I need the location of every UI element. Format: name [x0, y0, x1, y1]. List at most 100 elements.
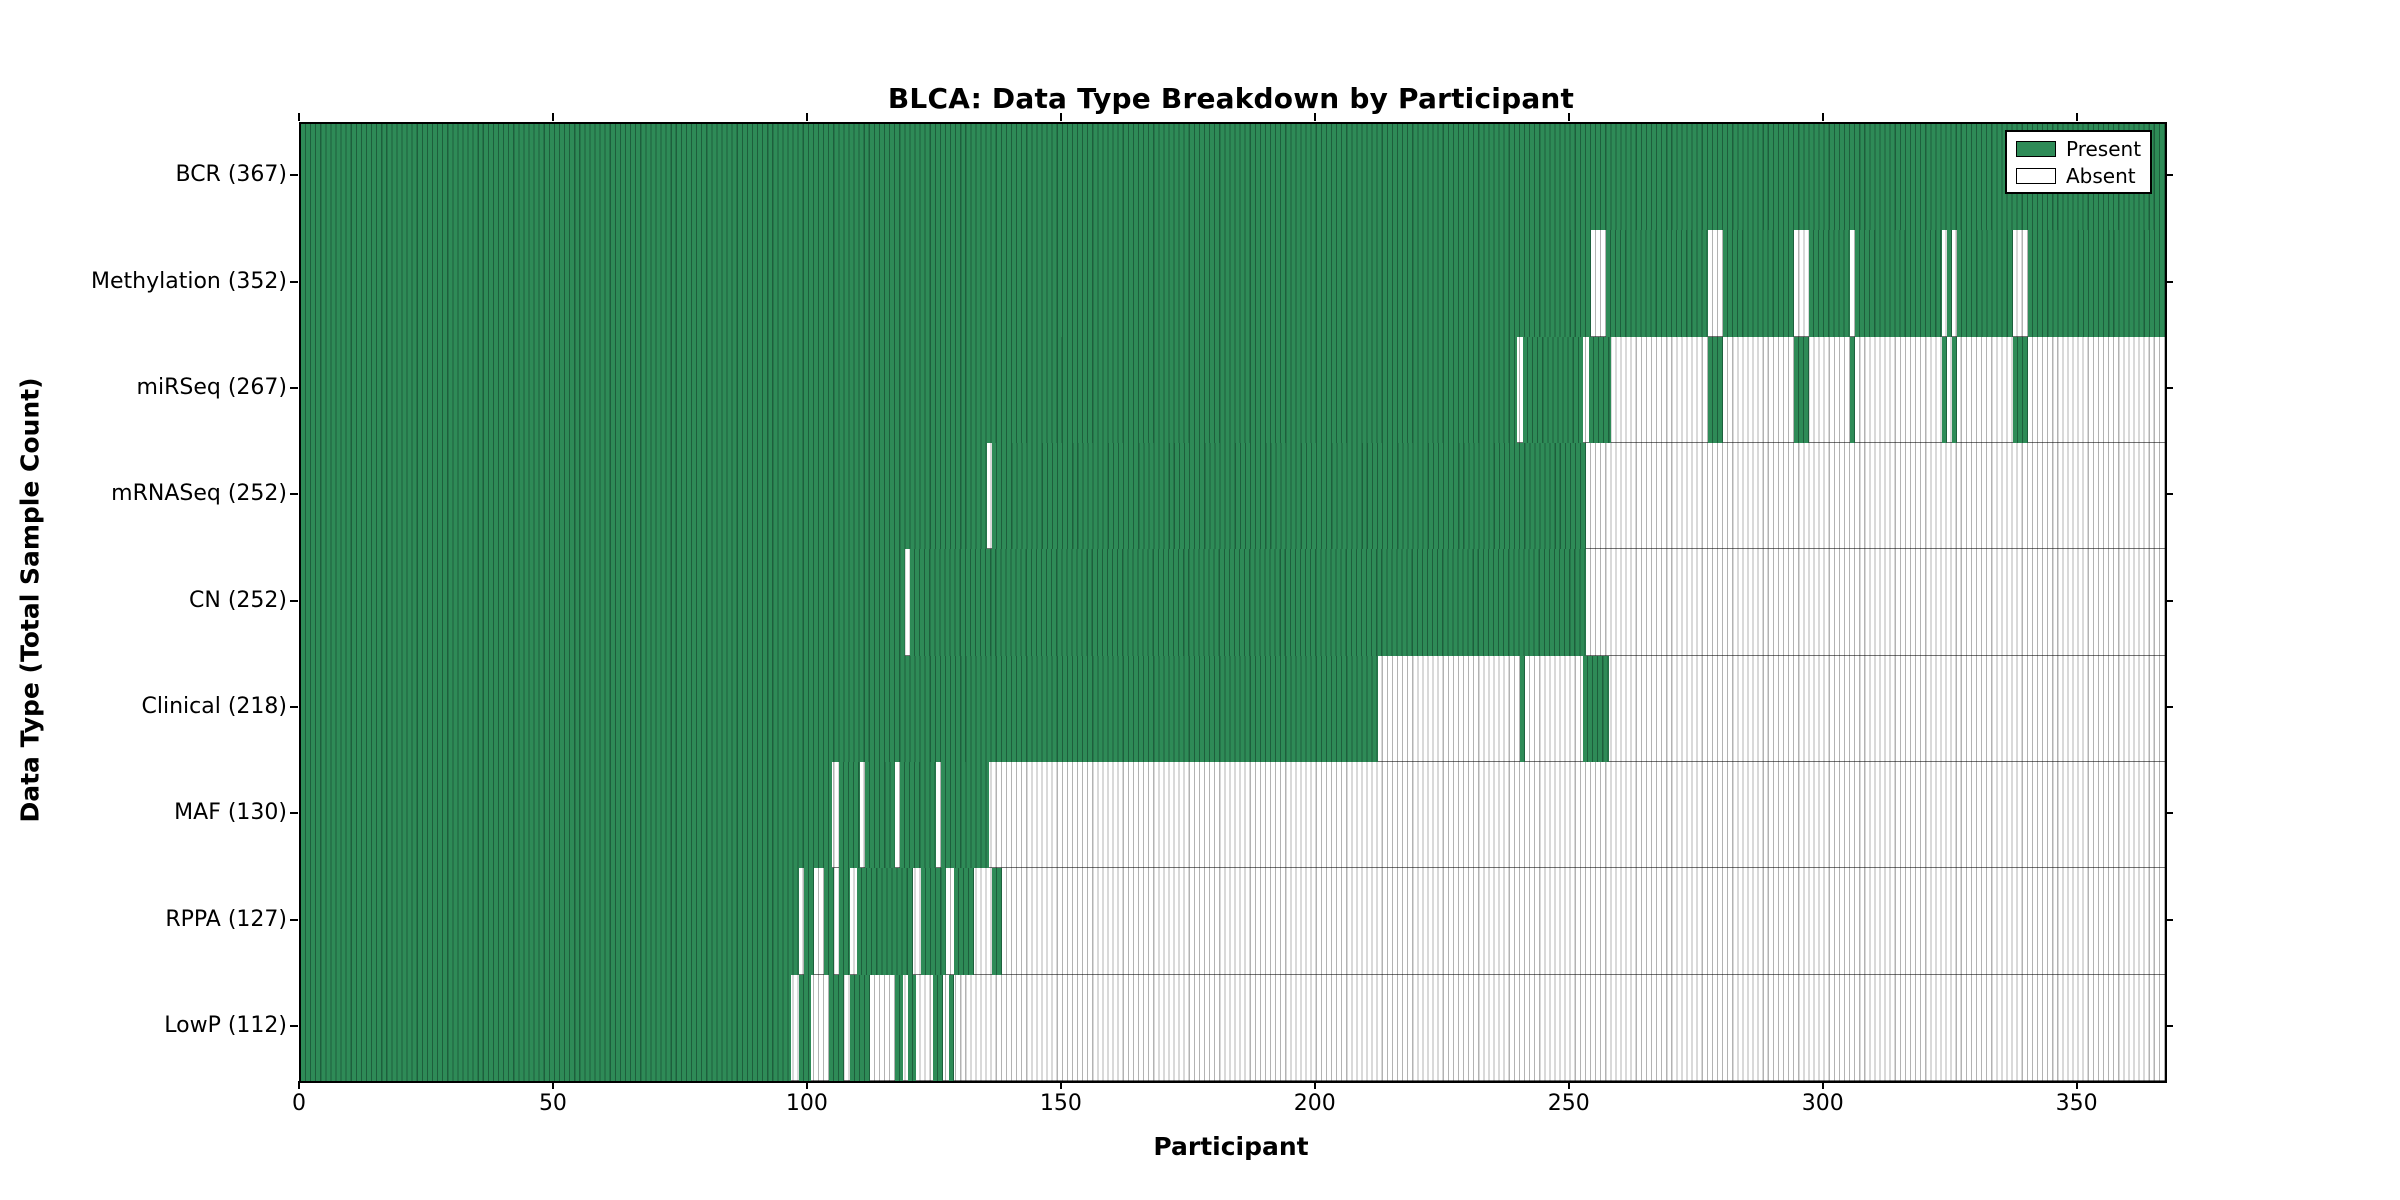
present-segment — [1946, 230, 1952, 337]
y-tick-mark-right — [2165, 812, 2173, 815]
x-axis-title: Participant — [1153, 1132, 1309, 1161]
present-segment — [864, 762, 896, 869]
x-tick-mark-top — [2075, 113, 2078, 121]
x-tick-label-150: 150 — [1039, 1091, 1082, 1116]
x-tick-mark-top — [551, 113, 554, 121]
x-tick-label-50: 50 — [538, 1091, 567, 1116]
present-segment — [2012, 336, 2028, 443]
present-segment — [301, 974, 792, 1081]
present-segment — [991, 443, 1586, 550]
y-tick-mark-right — [2165, 386, 2173, 389]
present-segment — [1522, 336, 1584, 443]
present-segment — [1588, 336, 1612, 443]
y-tick-mark-left — [290, 174, 298, 177]
present-segment — [900, 762, 936, 869]
y-tick-mark-right — [2165, 599, 2173, 602]
present-segment — [301, 762, 832, 869]
present-segment — [301, 336, 1518, 443]
row-Methylation — [301, 230, 2165, 337]
x-tick-mark-top — [1821, 113, 1824, 121]
y-tick-mark-right — [2165, 918, 2173, 921]
present-segment — [1723, 230, 1795, 337]
present-segment — [1606, 230, 1708, 337]
y-tick-mark-left — [290, 918, 298, 921]
x-tick-mark-bottom — [1821, 1081, 1824, 1089]
present-segment — [301, 230, 1592, 337]
y-tick-label-BCR: BCR (367) — [175, 162, 287, 188]
page-title: BLCA: Data Type Breakdown by Participant — [887, 82, 1575, 115]
x-tick-mark-bottom — [1567, 1081, 1570, 1089]
row-MAF — [301, 762, 2165, 869]
present-segment — [907, 974, 916, 1081]
present-segment — [1941, 336, 1947, 443]
y-tick-mark-left — [290, 812, 298, 815]
y-tick-mark-right — [2165, 705, 2173, 708]
present-segment — [910, 549, 1586, 656]
y-tick-mark-left — [290, 493, 298, 496]
row-RPPA — [301, 868, 2165, 975]
x-tick-label-350: 350 — [2055, 1091, 2098, 1116]
present-segment — [857, 868, 913, 975]
present-segment — [301, 549, 906, 656]
present-segment — [991, 868, 1002, 975]
x-tick-label-100: 100 — [785, 1091, 828, 1116]
x-tick-label-0: 0 — [292, 1091, 306, 1116]
present-segment — [895, 974, 903, 1081]
present-segment — [1850, 336, 1856, 443]
y-tick-label-MAF: MAF (130) — [174, 800, 287, 826]
x-tick-mark-bottom — [1059, 1081, 1062, 1089]
x-tick-mark-top — [1567, 113, 1570, 121]
present-segment — [301, 124, 2165, 231]
present-segment — [1855, 230, 1942, 337]
present-segment — [1794, 336, 1810, 443]
present-segment — [1951, 336, 1957, 443]
present-segment — [933, 974, 944, 1081]
present-segment — [798, 974, 812, 1081]
x-tick-mark-bottom — [805, 1081, 808, 1089]
absent-swatch-icon — [2016, 167, 2056, 184]
present-segment — [839, 868, 850, 975]
present-segment — [824, 868, 835, 975]
y-tick-label-CN: CN (252) — [189, 587, 287, 613]
present-segment — [301, 868, 799, 975]
y-tick-label-Clinical: Clinical (218) — [141, 693, 287, 719]
y-tick-mark-left — [290, 386, 298, 389]
y-tick-mark-right — [2165, 280, 2173, 283]
x-tick-mark-bottom — [551, 1081, 554, 1089]
y-tick-mark-right — [2165, 493, 2173, 496]
present-segment — [1956, 230, 2013, 337]
x-tick-label-250: 250 — [1547, 1091, 1590, 1116]
present-segment — [920, 868, 947, 975]
x-tick-label-200: 200 — [1293, 1091, 1336, 1116]
legend-entry-present: Present — [2016, 139, 2150, 159]
x-tick-mark-bottom — [1313, 1081, 1316, 1089]
present-swatch-icon — [2016, 140, 2056, 157]
present-segment — [940, 762, 990, 869]
x-tick-label-300: 300 — [1801, 1091, 1844, 1116]
present-segment — [839, 762, 860, 869]
legend-entry-absent: Absent — [2016, 166, 2150, 186]
legend: Present Absent — [2005, 130, 2152, 194]
row-CN — [301, 549, 2165, 656]
present-segment — [1707, 336, 1724, 443]
x-tick-mark-top — [1313, 113, 1316, 121]
y-tick-label-mRNASeq: mRNASeq (252) — [111, 481, 287, 507]
y-tick-label-RPPA: RPPA (127) — [165, 906, 287, 932]
y-tick-mark-left — [290, 1024, 298, 1027]
row-LowP — [301, 974, 2165, 1081]
present-segment — [1809, 230, 1851, 337]
legend-present-label: Present — [2066, 136, 2142, 161]
present-segment — [301, 443, 987, 550]
x-tick-mark-top — [805, 113, 808, 121]
y-tick-mark-left — [290, 705, 298, 708]
y-tick-mark-right — [2165, 174, 2173, 177]
row-BCR — [301, 124, 2165, 231]
x-tick-mark-top — [298, 113, 300, 121]
y-tick-label-miRSeq: miRSeq (267) — [136, 374, 287, 400]
legend-absent-label: Absent — [2066, 163, 2136, 188]
y-tick-mark-left — [290, 599, 298, 602]
present-segment — [1519, 655, 1526, 762]
present-segment — [849, 974, 870, 1081]
present-segment — [829, 974, 845, 1081]
